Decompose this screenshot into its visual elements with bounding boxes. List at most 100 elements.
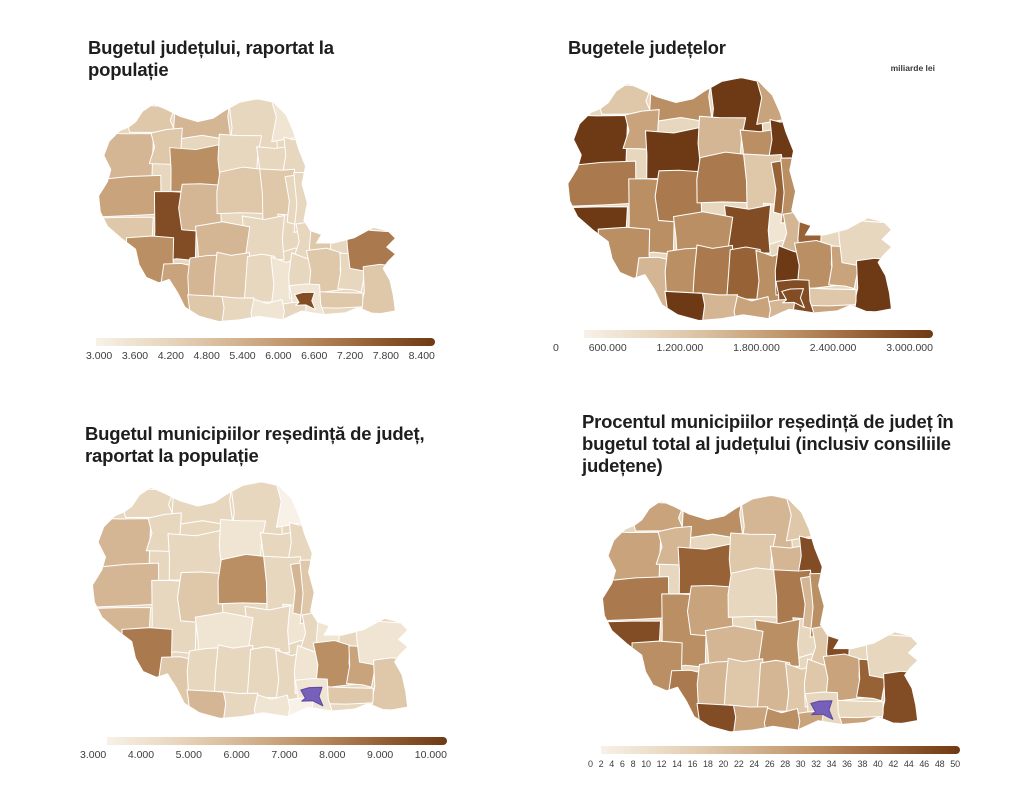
legend-tick: 600.000 <box>588 342 627 354</box>
panel-title-county-budgets: Bugetele județelor <box>568 37 726 59</box>
county-constanta <box>358 263 395 314</box>
legend-tick: 32 <box>811 759 821 769</box>
county-bucuresti <box>294 291 316 311</box>
county-caras-severin <box>121 627 176 684</box>
legend-tick: 7.800 <box>372 350 400 362</box>
legend-tick: 1.800.000 <box>733 342 780 354</box>
legend-tick: 4.200 <box>157 350 184 362</box>
legend-tick-labels: 3.000 3.600 4.200 4.800 5.400 6.000 6.600 7.200… <box>86 350 435 362</box>
county-caras-severin <box>597 226 653 286</box>
legend-tick: 6.000 <box>265 350 292 362</box>
county-caras-severin <box>631 640 686 698</box>
legend-tick: 3.000 <box>80 749 107 761</box>
county-bucuresti <box>300 686 324 707</box>
legend-tick: 10.000 <box>414 749 447 761</box>
county-constanta <box>851 257 891 313</box>
county-caras-severin <box>125 235 177 289</box>
legend-tick: 6.000 <box>223 749 250 761</box>
legend-tick: 30 <box>795 759 806 769</box>
legend-tick: 8.000 <box>319 749 346 761</box>
county-tulcea <box>864 631 918 681</box>
legend-tick-labels: 0 2 4 6 8 10 12 14 16 18 20 22 24 26 28 30 32 34 36 38 40 42 4… <box>588 759 960 769</box>
panel-title-city-budget-per-capita: Bugetul municipiilor reședință de județ,… <box>85 423 425 467</box>
legend-tick: 4.800 <box>193 350 220 362</box>
county-constanta <box>879 670 918 724</box>
panel-title-city-share: Procentul municipiilor reședință de jude… <box>582 411 954 477</box>
county-bucuresti <box>781 288 805 309</box>
unit-note-miliarde-lei: miliarde lei <box>890 63 935 73</box>
legend-tick: 7.000 <box>271 749 298 761</box>
legend-tick: 1.200.000 <box>656 342 704 354</box>
county-bucuresti <box>810 700 834 720</box>
county-arad <box>568 160 640 207</box>
legend-tick: 2 <box>598 759 604 769</box>
legend-tick: 40 <box>873 759 883 769</box>
county-tulcea <box>354 617 408 667</box>
legend-tick: 4 <box>609 759 615 769</box>
county-tulcea <box>837 217 891 268</box>
legend-tick: 36 <box>842 759 852 769</box>
county-dolj <box>696 702 737 732</box>
legend-tick: 48 <box>934 759 945 769</box>
county-arad <box>99 174 164 218</box>
legend-tick: 7.200 <box>336 350 364 362</box>
legend-tick: 3.000 <box>86 350 113 362</box>
legend-tick: 0 <box>553 342 559 354</box>
legend-tick-labels: 0 600.000 1.200.000 1.800.000 2.400.000 3.000… <box>553 342 933 354</box>
county-botosani <box>755 78 791 125</box>
legend-tick: 0 <box>588 759 593 769</box>
legend-tick: 24 <box>749 759 759 769</box>
legend-tick: 38 <box>857 759 868 769</box>
county-dolj <box>186 689 227 718</box>
legend-city-share: 0 2 4 6 8 10 12 14 16 18 20 22 24 26 28 30 32 34 36 38 40 42 4… <box>588 746 960 769</box>
legend-tick: 6 <box>619 759 625 769</box>
legend-tick: 28 <box>780 759 790 769</box>
county-satu-mare <box>121 485 175 519</box>
legend-tick: 3.000.000 <box>886 342 933 354</box>
choropleth-map-city-share <box>588 487 962 742</box>
legend-city-budget-per-capita: 3.000 4.000 5.000 6.000 7.000 8.000 9.000 10.00… <box>80 737 447 761</box>
legend-tick: 20 <box>718 759 729 769</box>
county-satu-mare <box>125 102 177 134</box>
legend-tick: 9.000 <box>366 749 394 761</box>
legend-tick: 50 <box>950 759 960 769</box>
county-tulcea <box>345 226 395 273</box>
county-botosani <box>785 495 820 542</box>
legend-tick: 5.400 <box>229 350 256 362</box>
choropleth-map-budget-per-capita <box>85 90 437 332</box>
legend-tick: 8.400 <box>408 350 435 362</box>
legend-tick: 3.600 <box>121 350 149 362</box>
legend-tick: 26 <box>764 759 775 769</box>
legend-gradient-bar <box>584 330 933 338</box>
county-botosani <box>270 99 303 143</box>
legend-tick: 18 <box>703 759 713 769</box>
legend-gradient-bar <box>96 338 435 346</box>
legend-tick: 5.000 <box>175 749 202 761</box>
choropleth-map-city-budget-per-capita <box>78 470 452 732</box>
legend-tick: 10 <box>641 759 651 769</box>
legend-tick: 42 <box>888 759 899 769</box>
legend-county-budgets: 0 600.000 1.200.000 1.800.000 2.400.000 3.000… <box>553 330 933 354</box>
legend-budget-per-capita: 3.000 3.600 4.200 4.800 5.400 6.000 6.600 7.200… <box>86 338 435 362</box>
legend-tick: 14 <box>672 759 682 769</box>
legend-tick: 44 <box>903 759 914 769</box>
panel-title-budget-per-capita: Bugetul județului, raportat la populație <box>88 37 334 81</box>
legend-tick-labels: 3.000 4.000 5.000 6.000 7.000 8.000 9.000 10.00… <box>80 749 447 761</box>
legend-gradient-bar <box>107 737 447 745</box>
legend-tick: 12 <box>656 759 667 769</box>
county-arad <box>602 576 672 622</box>
county-satu-mare <box>597 81 653 116</box>
legend-tick: 2.400.000 <box>809 342 857 354</box>
legend-tick: 16 <box>687 759 698 769</box>
legend-tick: 8 <box>630 759 636 769</box>
county-satu-mare <box>631 499 685 532</box>
legend-tick: 22 <box>733 759 744 769</box>
choropleth-map-county-budgets <box>553 70 937 330</box>
legend-gradient-bar <box>601 746 960 754</box>
legend-tick: 4.000 <box>127 749 155 761</box>
county-dolj <box>186 294 225 321</box>
county-dolj <box>664 290 706 320</box>
legend-tick: 6.600 <box>301 350 328 362</box>
county-botosani <box>275 482 310 528</box>
